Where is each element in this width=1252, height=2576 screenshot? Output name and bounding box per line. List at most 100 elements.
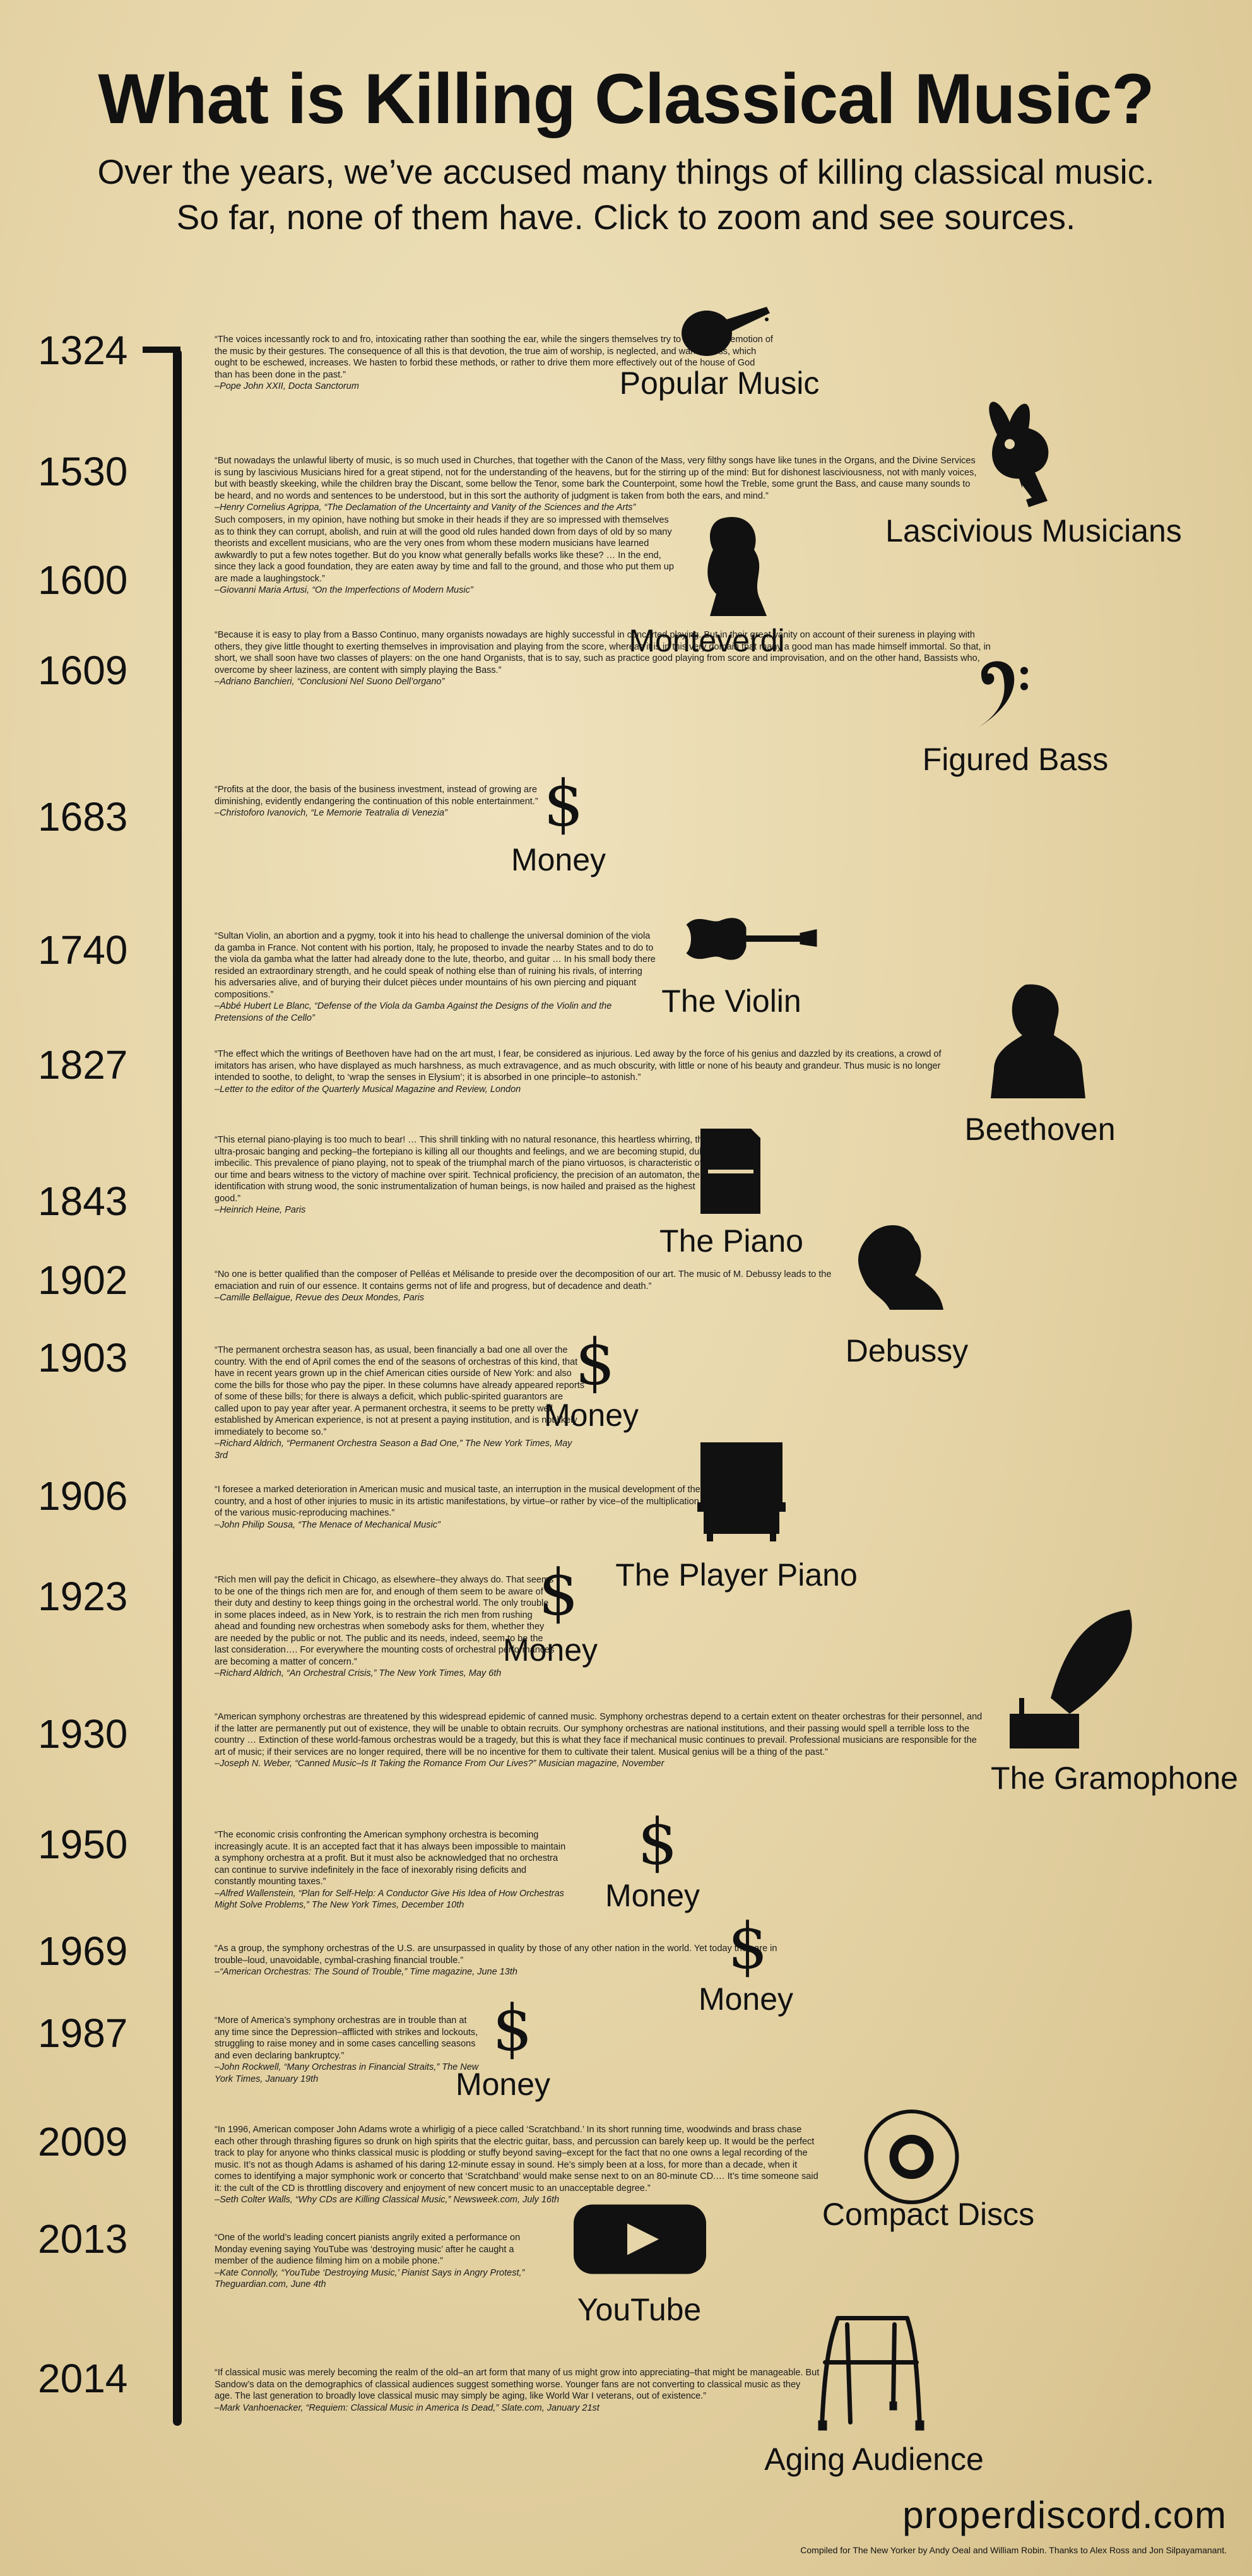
quote-block[interactable]: Such composers, in my opinion, have noth… xyxy=(215,514,678,597)
dollar-icon: $ xyxy=(492,1991,533,2066)
timeline-axis xyxy=(173,349,182,2426)
quote-attribution: –Abbé Hubert Le Blanc, “Defense of the V… xyxy=(215,1001,612,1023)
quote-text: Such composers, in my opinion, have noth… xyxy=(215,515,674,584)
quote-attribution: –John Philip Sousa, “The Menace of Mecha… xyxy=(215,1519,440,1530)
site-name[interactable]: properdiscord.com xyxy=(902,2494,1227,2536)
quote-text: “If classical music was merely becoming … xyxy=(215,2368,820,2402)
quote-attribution: –Seth Colter Walls, “Why CDs are Killing… xyxy=(215,2195,560,2205)
quote-text: “Sultan Violin, an abortion and a pygmy,… xyxy=(215,931,656,1000)
culprit-label: Lascivious Musicians xyxy=(885,513,1182,549)
quote-text: “American symphony orchestras are threat… xyxy=(215,1712,983,1757)
year-label: 1902 xyxy=(38,1257,128,1303)
quote-attribution: –Camille Bellaigue, Revue des Deux Monde… xyxy=(215,1293,425,1303)
quote-block[interactable]: “Because it is easy to play from a Basso… xyxy=(215,629,997,688)
timeline-start-tick xyxy=(143,347,180,353)
culprit-label: Monteverdi xyxy=(629,623,785,658)
culprit-label: Debussy xyxy=(845,1333,969,1368)
quote-attribution: –Pope John XXII, Docta Sanctorum xyxy=(215,381,359,392)
culprit-label: Popular Music xyxy=(619,365,820,401)
quote-block[interactable]: “If classical music was merely becoming … xyxy=(215,2367,820,2414)
year-label: 1740 xyxy=(38,927,128,973)
quote-block[interactable]: “The voices incessantly rock to and fro,… xyxy=(215,334,773,393)
compact-disc-icon xyxy=(863,2108,961,2209)
piano-icon xyxy=(694,1125,770,1220)
quote-attribution: –Christoforo Ivanovich, “Le Memorie Teat… xyxy=(215,808,447,819)
svg-text:$: $ xyxy=(576,1327,614,1397)
culprit-label: Money xyxy=(511,842,606,877)
svg-text:$: $ xyxy=(540,1558,577,1627)
quote-attribution: –Alfred Wallenstein, “Plan for Self-Help… xyxy=(215,1888,564,1911)
year-label: 1950 xyxy=(38,1822,128,1867)
year-label: 1600 xyxy=(38,557,128,603)
quote-attribution: –Joseph N. Weber, “Canned Music–Is It Ta… xyxy=(215,1759,664,1769)
culprit-label: The Piano xyxy=(659,1223,803,1259)
svg-text:$: $ xyxy=(729,1911,767,1981)
quote-block[interactable]: “Sultan Violin, an abortion and a pygmy,… xyxy=(215,930,656,1024)
violin-icon xyxy=(683,909,819,972)
dollar-icon: $ xyxy=(637,1805,678,1880)
quote-attribution: –Kate Connolly, “YouTube ‘Destroying Mus… xyxy=(215,2267,525,2290)
lute-icon xyxy=(678,302,773,365)
year-label: 1903 xyxy=(38,1335,128,1380)
year-label: 1683 xyxy=(38,794,128,840)
culprit-label: Figured Bass xyxy=(922,742,1109,777)
quote-block[interactable]: “No one is better qualified than the com… xyxy=(215,1269,877,1304)
walker-icon xyxy=(813,2312,930,2435)
quote-attribution: –Giovanni Maria Artusi, “On the Imperfec… xyxy=(215,585,473,596)
bunny-icon xyxy=(959,391,1085,514)
quote-block[interactable]: “But nowadays the unlawful liberty of mu… xyxy=(215,455,978,514)
quote-block[interactable]: “As a group, the symphony orchestras of … xyxy=(215,1943,783,1978)
culprit-label: Money xyxy=(698,1981,794,2017)
quote-attribution: –Letter to the editor of the Quarterly M… xyxy=(215,1084,521,1095)
svg-text:$: $ xyxy=(545,769,582,838)
year-label: 1530 xyxy=(38,449,128,494)
quote-text: “Profits at the door, the basis of the b… xyxy=(215,785,538,807)
subtitle-line-1: Over the years, we’ve accused many thing… xyxy=(97,152,1155,191)
quote-attribution: –Adriano Banchieri, “Conclusioni Nel Suo… xyxy=(215,677,445,687)
beethoven-bust-icon xyxy=(988,982,1089,1101)
dollar-icon: $ xyxy=(538,1556,579,1630)
quote-block[interactable]: “In 1996, American composer John Adams w… xyxy=(215,2124,820,2206)
culprit-label: The Gramophone xyxy=(991,1760,1238,1796)
quote-block[interactable]: “The permanent orchestra season has, as … xyxy=(215,1344,587,1461)
quote-text: “Because it is easy to play from a Basso… xyxy=(215,630,991,675)
quote-block[interactable]: “Profits at the door, the basis of the b… xyxy=(215,784,543,819)
dollar-icon: $ xyxy=(575,1326,615,1400)
quote-block[interactable]: “I foresee a marked deterioration in Ame… xyxy=(215,1484,707,1531)
quote-attribution: –Mark Vanhoenacker, “Requiem: Classical … xyxy=(215,2402,599,2413)
svg-text:$: $ xyxy=(639,1807,676,1877)
quote-block[interactable]: “The effect which the writings of Beetho… xyxy=(215,1048,959,1095)
quote-text: “As a group, the symphony orchestras of … xyxy=(215,1944,777,1966)
quote-text: “The economic crisis confronting the Ame… xyxy=(215,1830,566,1887)
year-label: 1930 xyxy=(38,1711,128,1757)
quote-block[interactable]: “Rich men will pay the deficit in Chicag… xyxy=(215,1574,555,1680)
culprit-label: Money xyxy=(543,1398,639,1433)
culprit-label: Money xyxy=(605,1878,700,1913)
quote-text: “This eternal piano-playing is too much … xyxy=(215,1135,709,1204)
quote-block[interactable]: “The economic crisis confronting the Ame… xyxy=(215,1829,568,1911)
culprit-label: YouTube xyxy=(577,2292,702,2327)
quote-attribution: –“American Orchestras: The Sound of Trou… xyxy=(215,1967,517,1978)
monteverdi-portrait-icon xyxy=(691,512,779,619)
culprit-label: The Player Piano xyxy=(615,1557,858,1593)
culprit-label: Money xyxy=(502,1632,598,1668)
year-label: 1987 xyxy=(38,2010,128,2056)
quote-text: “The effect which the writings of Beetho… xyxy=(215,1049,942,1083)
quote-text: “The voices incessantly rock to and fro,… xyxy=(215,335,773,380)
quote-text: “One of the world’s leading concert pian… xyxy=(215,2233,521,2267)
year-label: 1609 xyxy=(38,648,128,693)
quote-attribution: –Heinrich Heine, Paris xyxy=(215,1205,306,1216)
quote-text: “In 1996, American composer John Adams w… xyxy=(215,2125,818,2193)
quote-block[interactable]: “American symphony orchestras are threat… xyxy=(215,1711,984,1770)
quote-block[interactable]: “This eternal piano-playing is too much … xyxy=(215,1134,713,1216)
quote-text: “More of America’s symphony orchestras a… xyxy=(215,2015,478,2061)
quote-text: “I foresee a marked deterioration in Ame… xyxy=(215,1485,700,1519)
quote-text: “But nowadays the unlawful liberty of mu… xyxy=(215,456,977,501)
svg-text:$: $ xyxy=(493,1993,531,2063)
quote-attribution: –Richard Aldrich, “An Orchestral Crisis,… xyxy=(215,1668,502,1679)
subtitle-line-2: So far, none of them have. Click to zoom… xyxy=(176,198,1076,237)
quote-block[interactable]: “More of America’s symphony orchestras a… xyxy=(215,2015,480,2085)
quote-block[interactable]: “One of the world’s leading concert pian… xyxy=(215,2232,543,2291)
credits: Compiled for The New Yorker by Andy Oeal… xyxy=(800,2545,1227,2555)
gramophone-icon xyxy=(994,1603,1139,1755)
